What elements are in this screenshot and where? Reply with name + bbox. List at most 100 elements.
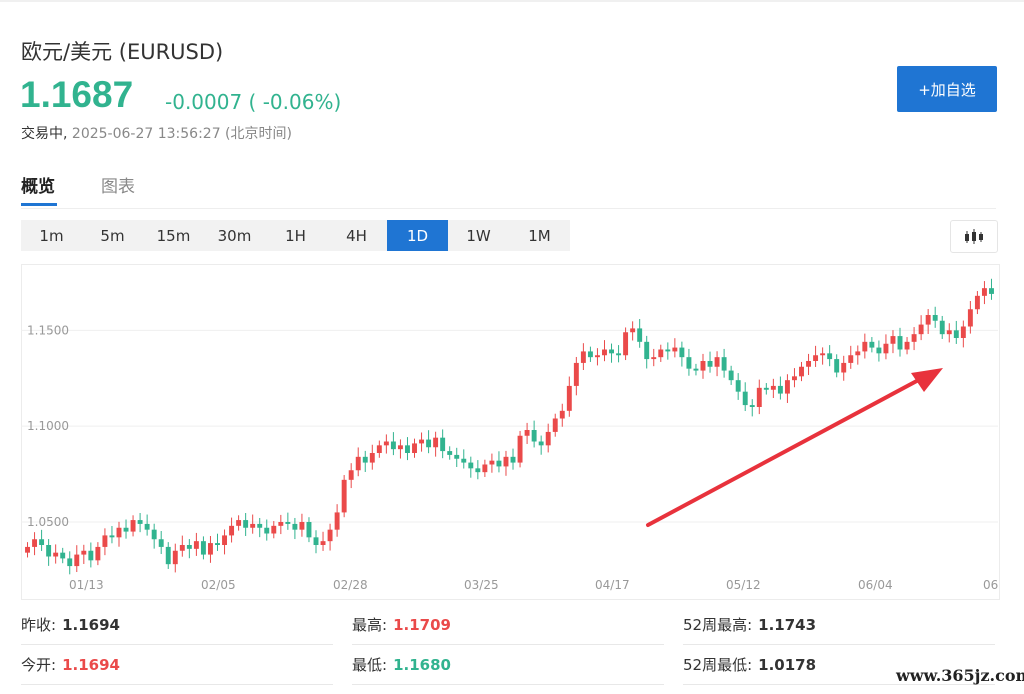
- candle-body: [876, 347, 882, 354]
- candle-body: [883, 343, 889, 354]
- stat-low: 最低: 1.1680: [352, 646, 664, 685]
- candle-body: [531, 430, 537, 442]
- candle-body: [665, 349, 671, 352]
- period-1m[interactable]: 1m: [39, 226, 64, 245]
- stat-label: 52周最低:: [683, 656, 753, 674]
- tab-chart[interactable]: 图表: [101, 177, 135, 197]
- candle-body: [981, 288, 987, 296]
- stat-value: 1.1680: [393, 656, 451, 674]
- candle-body: [869, 341, 875, 348]
- candle-body: [580, 351, 586, 363]
- candle-body: [257, 523, 263, 528]
- candle-body: [749, 405, 755, 407]
- candle-body: [419, 439, 425, 444]
- candle-body: [285, 522, 291, 524]
- period-1d[interactable]: 1D: [387, 220, 448, 251]
- candle-body: [327, 529, 333, 542]
- candle-body: [545, 431, 551, 446]
- chart-frame: [21, 264, 1000, 600]
- candle-body: [679, 347, 685, 358]
- candle-body: [573, 362, 579, 386]
- candle-body: [468, 462, 474, 469]
- main-tabs: 概览 图表: [21, 170, 996, 209]
- trading-status: 交易中, 2025-06-27 13:56:27 (北京时间): [21, 123, 292, 143]
- candle-body: [503, 456, 509, 467]
- candle-body: [320, 541, 326, 545]
- x-tick-label: 02/05: [201, 578, 236, 592]
- candle-body: [721, 357, 727, 371]
- candle-body: [700, 361, 706, 371]
- candle-body: [489, 460, 495, 465]
- candle-body: [475, 468, 481, 473]
- candle-body: [250, 523, 256, 528]
- candle-body: [538, 441, 544, 446]
- candle-body: [918, 324, 924, 335]
- candle-body: [74, 554, 80, 567]
- candle-body: [123, 527, 129, 532]
- candle-body: [813, 355, 819, 361]
- candle-body: [433, 437, 439, 448]
- candle-body: [215, 543, 220, 545]
- candle-body: [306, 522, 312, 538]
- candle-body: [735, 380, 741, 392]
- candle-body: [517, 435, 523, 463]
- candle-body: [693, 368, 699, 371]
- period-1h[interactable]: 1H: [285, 226, 306, 245]
- candle-body: [728, 370, 734, 381]
- stat-value: 1.1694: [62, 656, 120, 674]
- candle-body: [756, 387, 762, 407]
- candle-body: [39, 539, 45, 545]
- candle-body: [376, 445, 382, 453]
- period-4h[interactable]: 4H: [346, 226, 367, 245]
- x-tick-label: 06/2: [983, 578, 998, 592]
- stat-52w-high: 52周最高: 1.1743: [683, 606, 995, 645]
- candle-body: [714, 357, 720, 367]
- candlestick-chart[interactable]: 1.1500 1.1000 1.0500 01/13 02/05 02/28 03/25 04…: [21, 264, 998, 598]
- candle-body: [362, 456, 368, 463]
- tab-overview[interactable]: 概览: [21, 177, 55, 197]
- candle-body: [967, 309, 973, 327]
- candle-body: [172, 550, 178, 565]
- candle-body: [658, 349, 664, 358]
- stat-high: 最高: 1.1709: [352, 606, 664, 645]
- candle-body: [447, 451, 453, 455]
- candle-body: [616, 353, 622, 356]
- candle-body: [25, 546, 30, 553]
- candle-body: [299, 522, 305, 530]
- candle-body: [390, 441, 396, 450]
- candle-body: [116, 527, 122, 538]
- add-watchlist-button[interactable]: +加自选: [897, 66, 997, 112]
- candle-body: [559, 410, 565, 419]
- candle-body: [777, 385, 783, 394]
- stat-open: 今开: 1.1694: [21, 646, 333, 685]
- period-30m[interactable]: 30m: [217, 226, 252, 245]
- period-1mo[interactable]: 1M: [528, 226, 551, 245]
- candlestick-icon: [965, 229, 983, 244]
- top-divider: [0, 0, 1024, 2]
- chart-type-button[interactable]: [950, 220, 998, 253]
- candle-body: [630, 328, 636, 333]
- stat-prev-close: 昨收: 1.1694: [21, 606, 333, 645]
- candle-body: [792, 376, 797, 381]
- candle-body: [806, 361, 812, 367]
- candle-body: [179, 545, 185, 551]
- candle-body: [932, 315, 938, 321]
- period-15m[interactable]: 15m: [156, 226, 191, 245]
- candle-body: [602, 349, 607, 356]
- candle-body: [32, 539, 38, 547]
- status-time: 2025-06-27 13:56:27 (北京时间): [71, 126, 292, 142]
- candle-body: [46, 545, 52, 557]
- period-1w[interactable]: 1W: [466, 226, 491, 245]
- stat-52w-low: 52周最低: 1.0178: [683, 646, 995, 685]
- x-tick-label: 02/28: [333, 578, 368, 592]
- candle-body: [925, 315, 931, 325]
- candle-body: [264, 527, 270, 534]
- candle-body: [594, 355, 600, 358]
- y-tick-label: 1.0500: [27, 515, 69, 529]
- candle-body: [552, 418, 558, 432]
- candle-body: [651, 357, 657, 360]
- period-5m[interactable]: 5m: [100, 226, 125, 245]
- candle-body: [412, 443, 417, 453]
- x-tick-label: 05/12: [726, 578, 761, 592]
- candle-body: [426, 439, 432, 448]
